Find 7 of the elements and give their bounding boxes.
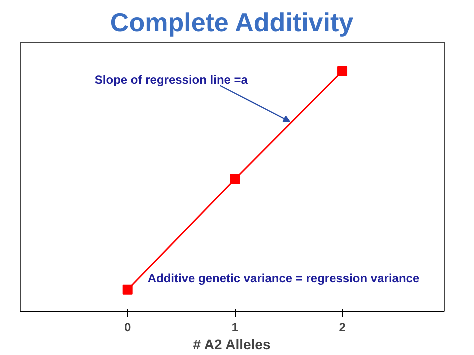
- x-tick-label: 2: [339, 320, 346, 334]
- annotation: Slope of regression line =a: [94, 72, 248, 87]
- x-tick-label: 1: [232, 320, 239, 334]
- x-tick-label: 0: [124, 320, 132, 334]
- chart-title: Complete Additivity: [110, 8, 354, 38]
- x-axis-title: # A2 Alleles: [193, 336, 271, 352]
- annotation: Additive genetic variance = regression variance: [148, 271, 420, 286]
